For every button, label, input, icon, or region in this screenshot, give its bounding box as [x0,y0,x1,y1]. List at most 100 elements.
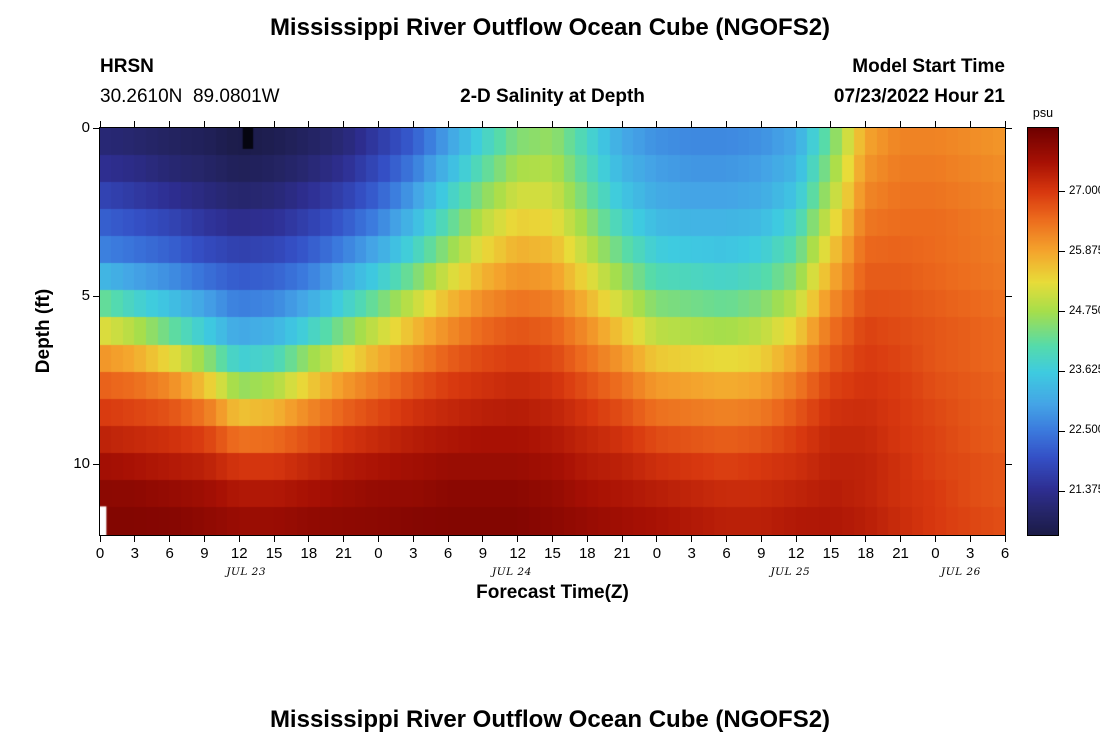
x-tick-mark [412,536,414,542]
x-tick-mark [482,536,484,542]
colorbar-tick-mark [1059,251,1065,253]
x-tick-mark-top [412,121,414,127]
x-tick-mark [656,536,658,542]
x-tick-mark-top [169,121,171,127]
x-tick-label: 9 [478,545,488,562]
x-tick-label: 3 [130,545,139,562]
x-tick-label: 0 [931,545,940,562]
x-tick-label: 6 [1000,545,1010,562]
x-tick-mark-top [900,121,902,127]
x-tick-mark [377,536,379,542]
x-tick-mark-top [99,121,101,127]
colorbar-tick-label: 23.625 [1069,364,1100,377]
model-start-time-label: Model Start Time [852,56,1005,77]
x-tick-mark [691,536,693,542]
y-tick-label: 5 [81,287,90,305]
x-tick-mark [169,536,171,542]
x-tick-mark-top [134,121,136,127]
x-tick-mark-top [760,121,762,127]
x-tick-mark [969,536,971,542]
y-tick-mark-right [1006,127,1012,129]
x-tick-mark-top [377,121,379,127]
x-tick-mark-top [273,121,275,127]
x-tick-mark-top [586,121,588,127]
heatmap-plot-area [99,127,1006,536]
next-chart-title: Mississippi River Outflow Ocean Cube (NG… [269,706,831,733]
x-tick-mark [308,536,310,542]
x-tick-mark [900,536,902,542]
y-tick-label: 0 [81,119,90,136]
x-tick-mark-top [517,121,519,127]
x-tick-mark [1004,536,1006,542]
x-tick-mark-top [238,121,240,127]
x-tick-mark-top [726,121,728,127]
x-tick-mark-top [308,121,310,127]
date-label: JUL 25 [770,566,811,578]
x-tick-mark [99,536,101,542]
date-label: JUL 23 [226,566,267,578]
x-tick-mark-top [691,121,693,127]
x-tick-label: 9 [200,545,209,562]
y-tick-label: 10 [73,455,90,473]
x-tick-label: 21 [613,545,631,562]
y-tick-mark [93,463,99,465]
x-tick-mark [726,536,728,542]
x-tick-mark-top [203,121,205,127]
colorbar-canvas [1028,128,1058,535]
station-coordinates: 30.2610N 89.0801W [100,86,280,107]
x-axis-label: Forecast Time(Z) [476,582,629,603]
y-tick-mark-right [1006,295,1012,297]
x-tick-label: 18 [857,545,875,562]
colorbar-tick-mark [1059,370,1065,372]
x-tick-mark-top [343,121,345,127]
model-start-time-value: 07/23/2022 Hour 21 [833,86,1005,107]
x-tick-mark-top [621,121,623,127]
date-label: JUL 24 [492,566,532,578]
colorbar-tick-mark [1059,191,1065,193]
colorbar-tick-mark [1059,430,1065,432]
x-tick-mark-top [447,121,449,127]
x-tick-mark [343,536,345,542]
x-tick-label: 21 [892,545,909,562]
colorbar-tick-mark [1059,490,1065,492]
x-tick-label: 0 [374,545,383,562]
x-tick-mark-top [552,121,553,127]
x-tick-label: 15 [822,545,840,562]
x-tick-label: 0 [95,545,105,562]
x-tick-mark-top [1004,121,1006,127]
x-tick-mark-top [482,121,484,127]
x-tick-label: 6 [722,545,731,562]
x-tick-mark [830,536,832,542]
x-tick-mark [517,536,519,542]
x-tick-label: 18 [578,545,596,562]
x-tick-mark [552,536,553,542]
x-tick-mark-top [795,121,797,127]
colorbar [1027,127,1059,536]
x-tick-mark-top [934,121,936,127]
x-tick-mark [865,536,867,542]
station-id: HRSN [100,56,154,77]
colorbar-tick-label: 22.500 [1069,424,1100,437]
x-tick-label: 12 [230,545,248,562]
x-tick-label: 15 [265,545,283,562]
salinity-heatmap-canvas [100,128,1005,535]
x-tick-mark [447,536,449,542]
colorbar-tick-label: 25.875 [1069,244,1100,257]
x-tick-label: 3 [409,545,418,562]
x-tick-label: 12 [509,545,527,562]
colorbar-tick-mark [1059,311,1065,313]
plot-subtitle: 2-D Salinity at Depth [460,86,645,107]
x-tick-mark [203,536,205,542]
y-tick-mark [93,127,99,129]
x-tick-mark [586,536,588,542]
x-tick-label: 9 [757,545,766,562]
x-tick-mark-top [969,121,971,127]
colorbar-tick-label: 24.750 [1069,304,1100,317]
x-tick-mark [273,536,275,542]
x-tick-label: 6 [443,545,453,562]
colorbar-tick-label: 27.000 [1069,184,1100,197]
x-tick-label: 0 [652,545,662,562]
y-tick-mark [93,295,99,297]
x-tick-mark [760,536,762,542]
